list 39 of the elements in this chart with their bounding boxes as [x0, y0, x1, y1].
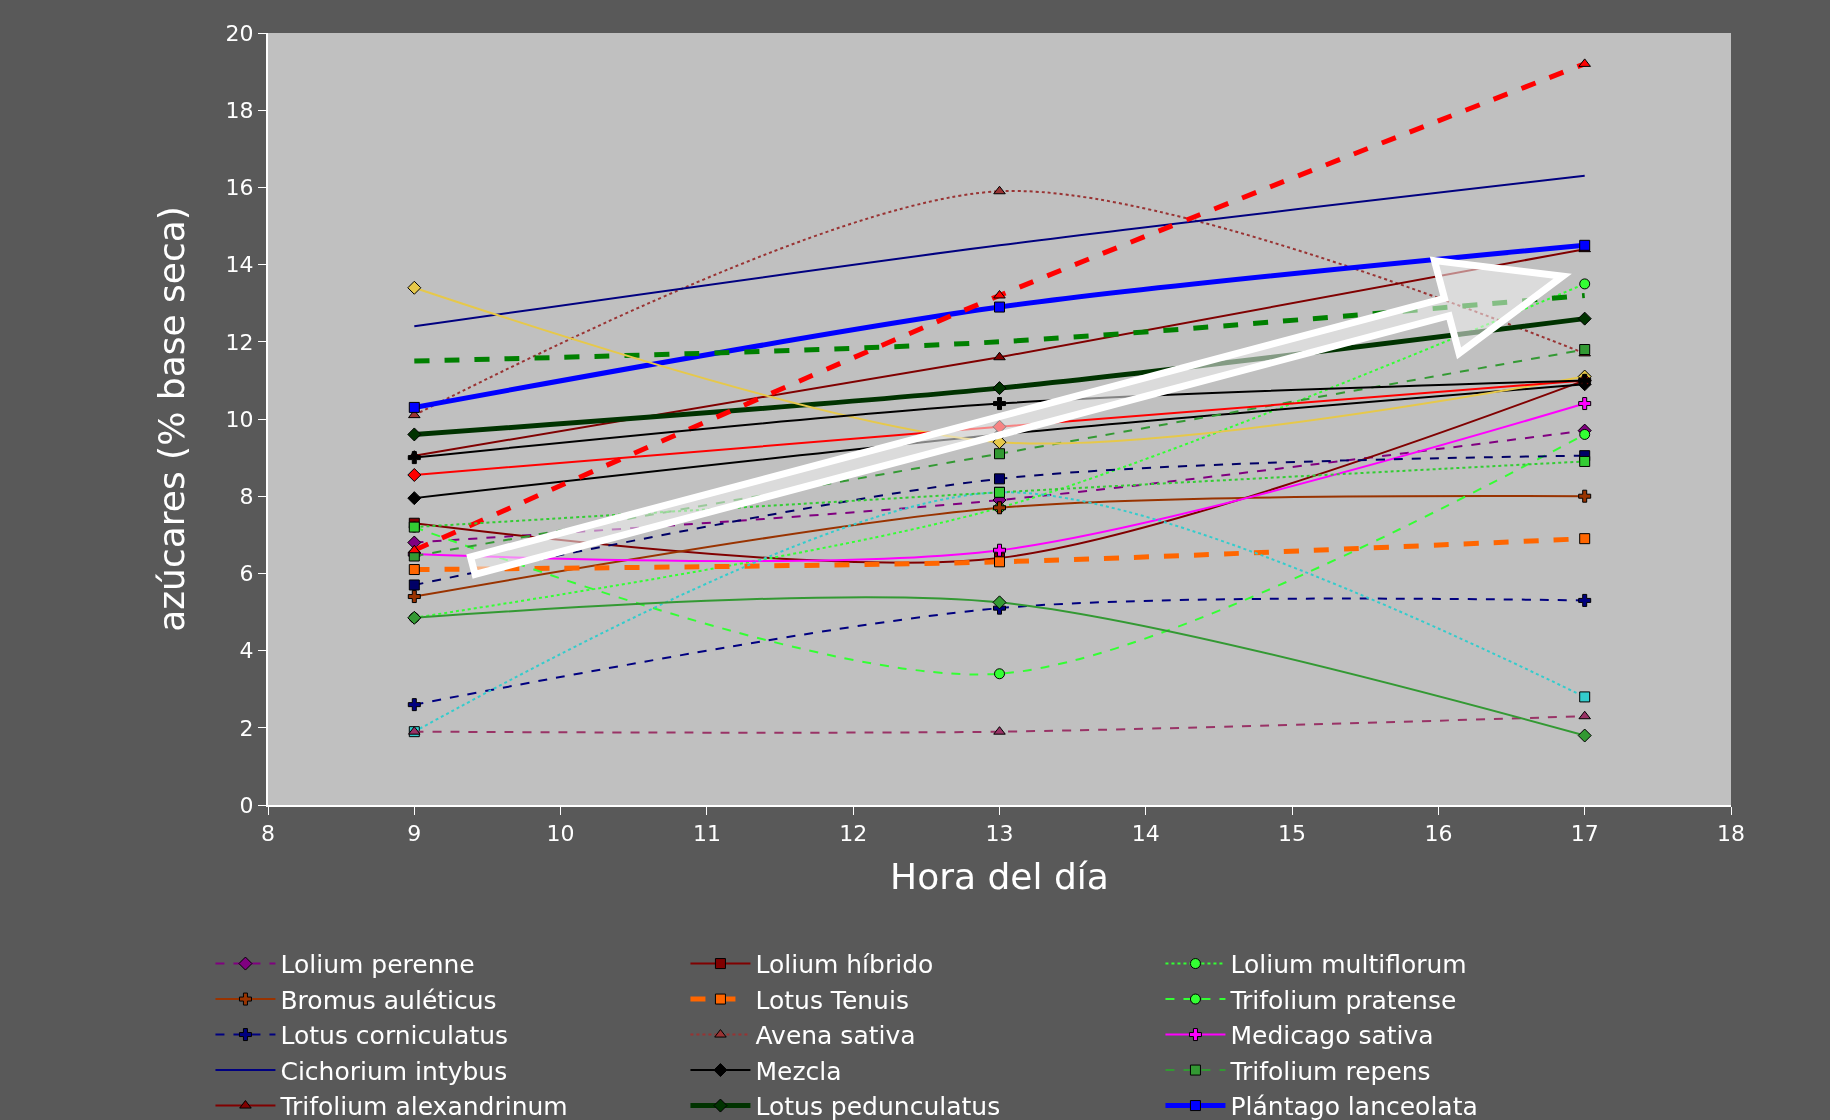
x-tick-label: 9 [407, 821, 422, 847]
legend-label: Lolium multiflorum [1230, 950, 1467, 980]
y-tick-label: 18 [225, 97, 254, 123]
legend-label: Trifolium alexandrinum [279, 1092, 568, 1120]
legend-label: Lotus corniculatus [280, 1021, 509, 1051]
y-tick-label: 16 [225, 175, 254, 201]
legend-label: Plántago lanceolata [1230, 1092, 1478, 1120]
x-tick-label: 11 [692, 821, 721, 847]
legend-label: Trifolium repens [1229, 1056, 1431, 1086]
x-tick-label: 15 [1278, 821, 1307, 847]
y-tick-label: 0 [239, 792, 254, 818]
x-axis-title: Hora del día [890, 855, 1109, 897]
legend-label: Avena sativa [755, 1021, 916, 1051]
x-tick-label: 13 [985, 821, 1014, 847]
y-axis-title: azúcares (% base seca) [151, 206, 192, 632]
y-tick-label: 20 [225, 20, 254, 46]
legend-label: Medicago sativa [1230, 1021, 1434, 1051]
y-tick-label: 14 [225, 252, 254, 278]
legend-label: Lolium perenne [280, 950, 475, 980]
legend-label: Bromus auléticus [280, 985, 497, 1015]
y-tick-label: 6 [239, 561, 254, 587]
x-tick-label: 18 [1717, 821, 1745, 847]
y-tick-label: 10 [225, 406, 254, 432]
x-tick-label: 8 [261, 821, 275, 847]
x-tick-label: 10 [546, 821, 575, 847]
legend-label: Lotus Tenuis [755, 985, 909, 1015]
legend-label: Lotus pedunculatus [755, 1092, 1001, 1120]
x-tick-label: 16 [1424, 821, 1453, 847]
legend-label: Cichorium intybus [280, 1056, 508, 1086]
legend-label: Trifolium pratense [1229, 985, 1457, 1015]
y-tick-label: 8 [239, 483, 254, 509]
legend-label: Lolium híbrido [755, 950, 934, 980]
y-tick-label: 4 [239, 638, 254, 664]
x-tick-label: 17 [1570, 821, 1599, 847]
x-tick-label: 12 [839, 821, 868, 847]
legend-label: Mezcla [755, 1056, 842, 1086]
x-tick-label: 14 [1131, 821, 1160, 847]
y-tick-label: 12 [225, 329, 254, 355]
y-tick-label: 2 [239, 715, 254, 741]
